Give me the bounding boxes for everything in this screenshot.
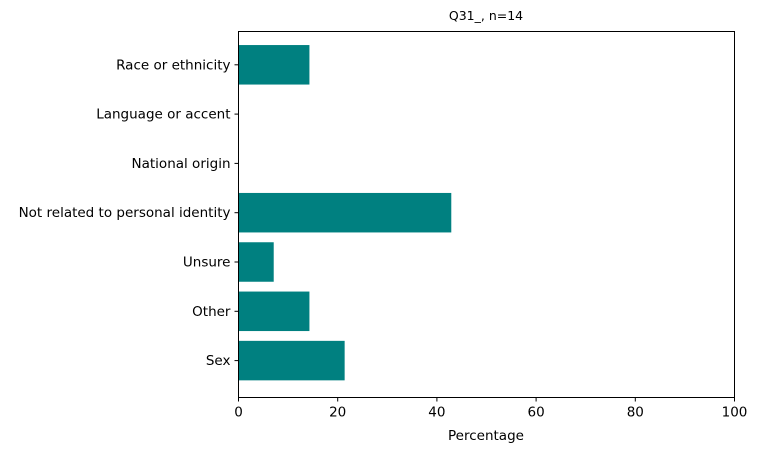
- bar-other: [238, 291, 310, 332]
- bar-unsure: [238, 242, 274, 282]
- x-tick-label: 20: [329, 405, 346, 421]
- y-tick-label: Sex: [206, 353, 231, 369]
- chart-title: Q31_, n=14: [449, 8, 523, 23]
- x-axis: 0 20 40 60 80 100: [234, 397, 748, 421]
- y-axis: Race or ethnicity Language or accent Natio…: [19, 57, 239, 369]
- x-tick-label: 100: [722, 405, 748, 421]
- x-axis-label: Percentage: [448, 428, 524, 444]
- y-tick-label: Unsure: [183, 255, 231, 271]
- bar-race-or-ethnicity: [238, 45, 310, 85]
- bar-not-related-to-personal-identity: [238, 192, 452, 233]
- bar-sex: [238, 340, 345, 381]
- x-tick-label: 60: [528, 405, 545, 421]
- x-tick-label: 40: [428, 405, 445, 421]
- y-tick-label: Race or ethnicity: [116, 57, 230, 73]
- bars-layer: [238, 45, 452, 381]
- y-tick-label: Language or accent: [96, 107, 230, 123]
- x-tick-label: 0: [234, 405, 243, 421]
- y-tick-label: Not related to personal identity: [19, 205, 231, 221]
- plot-frame: [238, 31, 735, 398]
- y-tick-label: National origin: [132, 156, 231, 172]
- x-tick-label: 80: [627, 405, 644, 421]
- y-tick-label: Other: [192, 304, 231, 320]
